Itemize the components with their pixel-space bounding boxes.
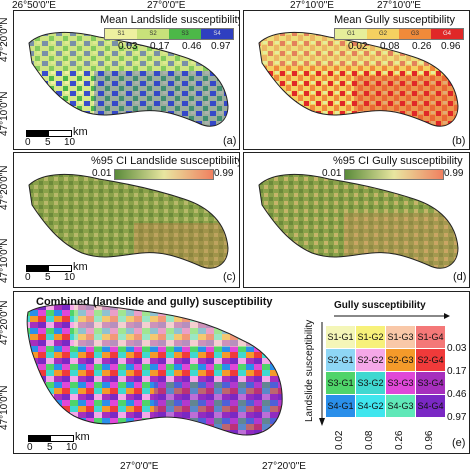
panel-b-title: Mean Gully susceptibility [334,14,456,26]
lat-label-10-row1: 47°10'0"N [0,91,10,137]
panel-d-max: 0.99 [444,168,464,179]
panel-b-break-3: 0.26 [412,41,432,52]
matrix-row-break-4: 0.97 [447,412,467,423]
scalebar-a-10: 10 [64,137,76,148]
bottom-lon-right: 27°20'0"E [262,461,306,472]
matrix-cell-s3-g2: S3-G2 [356,372,385,394]
matrix-cell-s4-g2: S4-G2 [356,395,385,417]
matrix-row-break-1: 0.03 [447,343,467,354]
panel-d-min: 0.01 [322,168,342,179]
matrix-cell-s1-g2: S1-G2 [356,326,385,348]
legend-g1: G1 [335,29,367,39]
scalebar-a-5: 5 [45,137,51,148]
legend-s3: S3 [169,29,201,39]
matrix-cell-s2-g4: S2-G4 [416,349,445,371]
panel-d-gradient-bar [344,169,444,180]
matrix-cell-s4-g3: S4-G3 [386,395,415,417]
panel-a-break-1: 0.03 [118,41,138,52]
scalebar-e-0: 0 [27,442,33,453]
matrix-row-break-3: 0.46 [447,389,467,400]
matrix-x-arrow [334,313,450,319]
legend-s2: S2 [137,29,169,39]
panel-b-mean-gully: Mean Gully susceptibility G1 G2 G3 G4 0.… [243,10,470,150]
panel-e-combined: Combined (landslide and gully) susceptib… [13,291,470,454]
panel-a-title: Mean Landslide susceptibility [100,14,240,26]
scalebar-c-unit: km [73,261,88,273]
scalebar-c-0: 0 [25,272,31,283]
panel-c-ci-landslide: %95 CI Landslide susceptibility 0.01 0.9… [13,152,240,288]
panel-d-title: %95 CI Gully susceptibility [333,155,463,167]
map-gully-ci [258,173,459,269]
lat-label-10-row3: 47°10'0"N [0,385,10,431]
matrix-col-break-3: 0.26 [394,430,405,450]
legend-s4: S4 [201,29,233,39]
legend-s1: S1 [105,29,137,39]
panel-b-break-4: 0.96 [441,41,461,52]
top-lon-right: 27°10'0"E [290,0,334,11]
matrix-grid: S1-G1 S1-G2 S1-G3 S1-G4 S2-G1 S2-G2 S2-G… [326,326,445,417]
scalebar-e-10: 10 [66,442,78,453]
scalebar-c-10: 10 [64,272,76,283]
legend-g4: G4 [431,29,463,39]
panel-c-title: %95 CI Landslide susceptibility [91,155,240,167]
matrix-y-title: Landslide susceptibility [304,319,315,422]
matrix-cell-s4-g1: S4-G1 [326,395,355,417]
matrix-col-break-4: 0.96 [424,430,435,450]
panel-b-break-2: 0.08 [380,41,400,52]
matrix-cell-s3-g1: S3-G1 [326,372,355,394]
scalebar-a-0: 0 [25,137,31,148]
panel-d-label: (d) [453,271,467,283]
panel-a-break-2: 0.17 [150,41,170,52]
matrix-cell-s1-g3: S1-G3 [386,326,415,348]
matrix-cell-s4-g4: S4-G4 [416,395,445,417]
lat-label-20-row1: 47°20'0"N [0,17,10,63]
legend-g2: G2 [367,29,399,39]
bottom-lon-mid: 27°0'0"E [120,461,159,472]
matrix-cell-s2-g2: S2-G2 [356,349,385,371]
panel-b-label: (b) [452,135,466,147]
map-landslide-ci [28,173,229,269]
panel-a-break-4: 0.97 [211,41,231,52]
legend-g3: G3 [399,29,431,39]
top-lon-left: 26°50'0"E [12,0,56,11]
panel-a-label: (a) [223,135,237,147]
matrix-row-break-2: 0.17 [447,366,467,377]
matrix-cell-s3-g3: S3-G3 [386,372,415,394]
matrix-cell-s1-g1: S1-G1 [326,326,355,348]
matrix-col-break-1: 0.02 [334,430,345,450]
panel-c-gradient-bar [114,169,214,180]
lat-label-20-row2: 47°20'0"N [0,165,10,211]
matrix-cell-s2-g1: S2-G1 [326,349,355,371]
matrix-cell-s2-g3: S2-G3 [386,349,415,371]
matrix-cell-s1-g4: S1-G4 [416,326,445,348]
scalebar-c [26,265,72,272]
panel-a-legend-bar: S1 S2 S3 S4 [104,28,234,40]
scalebar-a-unit: km [73,126,88,138]
panel-c-max: 0.99 [214,168,234,179]
panel-e-label: (e) [452,437,466,449]
panel-b-legend-bar: G1 G2 G3 G4 [334,28,464,40]
matrix-cell-s3-g4: S3-G4 [416,372,445,394]
top-lon-mid: 27°0'0"E [147,0,186,11]
lat-label-20-row3: 47°20'0"N [0,300,10,346]
top-lon-right-2: 27°10'0"E [377,0,421,11]
panel-b-break-1: 0.02 [348,41,368,52]
scalebar-a [26,130,72,137]
panel-c-label: (c) [223,271,236,283]
panel-a-mean-landslide: Mean Landslide susceptibility S1 S2 S3 S… [13,10,240,150]
map-combined [26,303,283,436]
matrix-y-arrow [319,322,325,426]
scalebar-e-unit: km [75,431,90,443]
lat-label-10-row2: 47°10'0"N [0,238,10,284]
panel-c-min: 0.01 [92,168,112,179]
matrix-x-title: Gully susceptibility [334,300,426,311]
panel-a-break-3: 0.46 [182,41,202,52]
matrix-col-break-2: 0.08 [364,430,375,450]
scalebar-c-5: 5 [45,272,51,283]
scalebar-e-5: 5 [47,442,53,453]
panel-e-title: Combined (landslide and gully) susceptib… [36,296,273,308]
scalebar-e [28,435,74,442]
panel-d-ci-gully: %95 CI Gully susceptibility 0.01 0.99 (d… [243,152,470,288]
